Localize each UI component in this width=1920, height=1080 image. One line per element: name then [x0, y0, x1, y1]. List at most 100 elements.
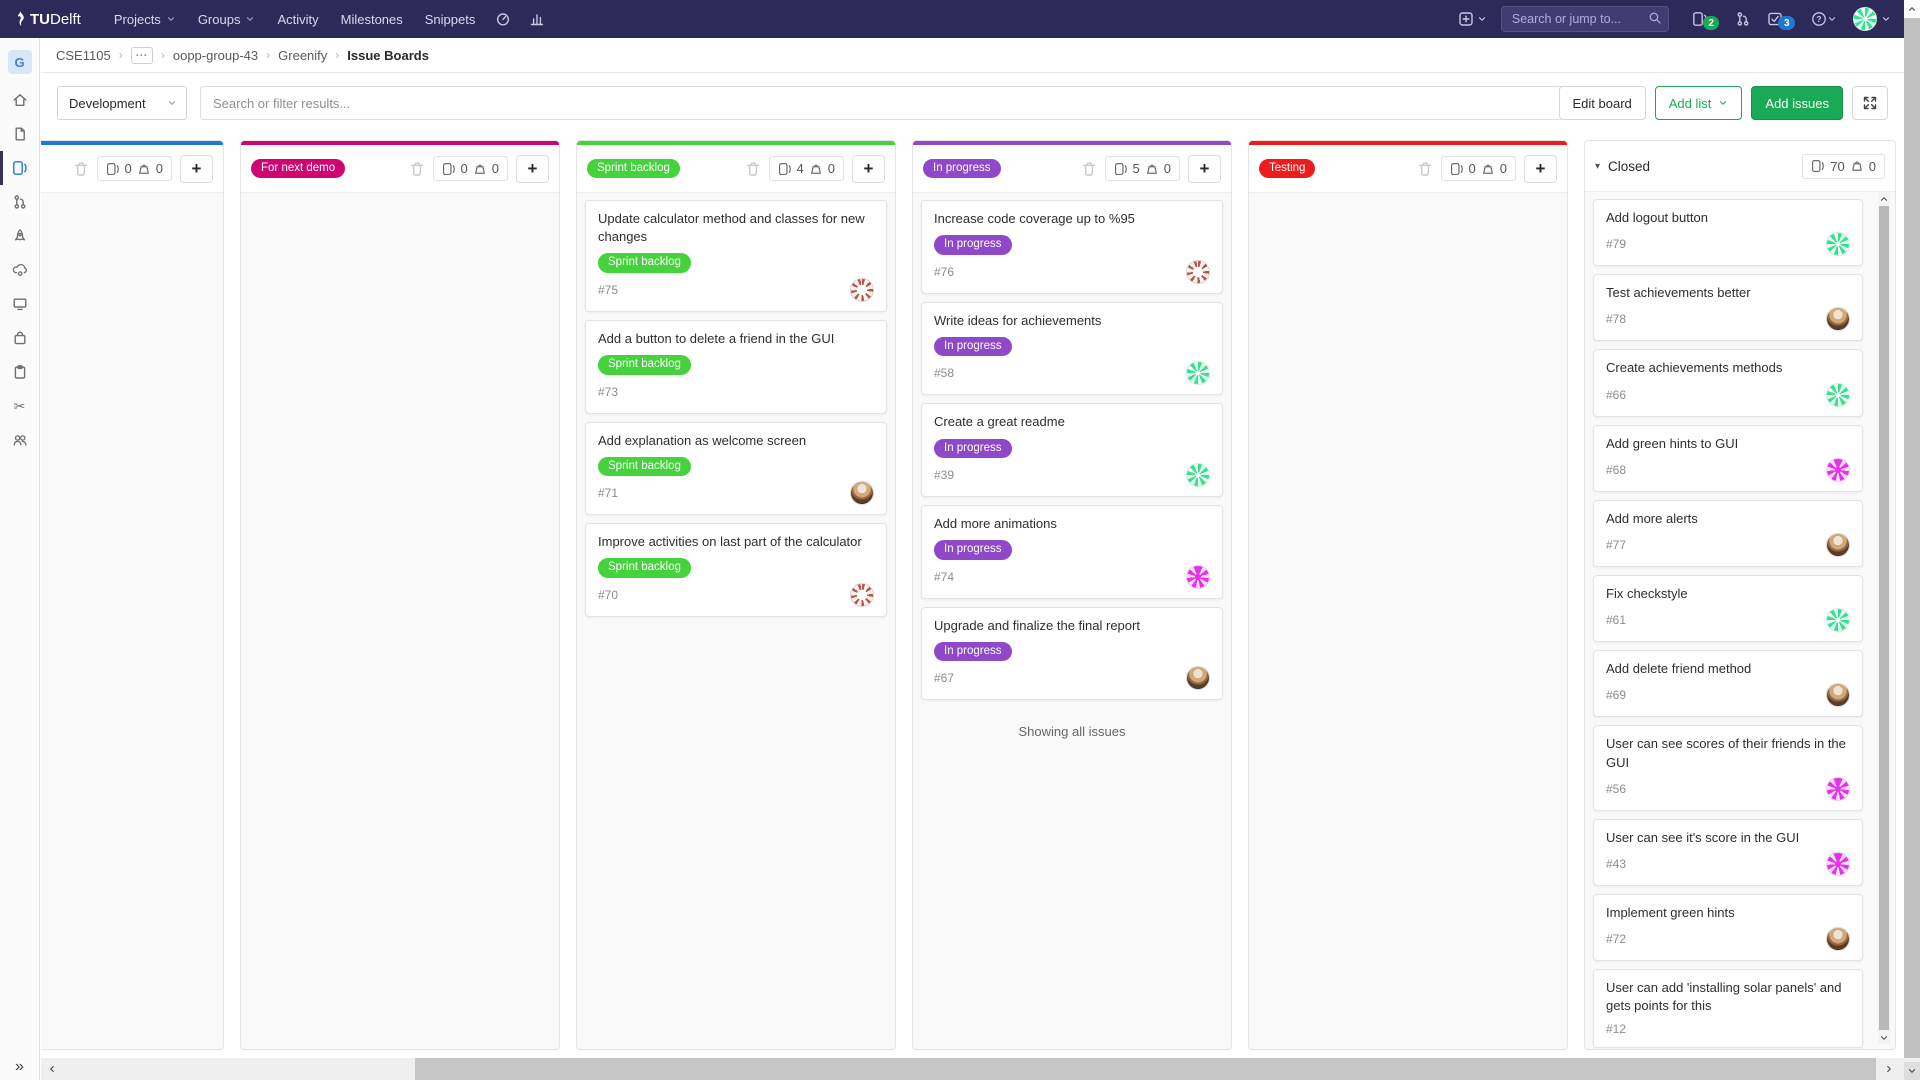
new-menu-button[interactable] [1458, 11, 1487, 27]
scroll-left-button[interactable] [41, 1058, 63, 1080]
page-vertical-scrollbar[interactable] [1904, 0, 1920, 1080]
nav-activity[interactable]: Activity [266, 0, 329, 38]
add-list-button[interactable]: Add list [1654, 86, 1743, 120]
issue-card[interactable]: User can see it's score in the GUI #43 [1593, 818, 1863, 886]
sidebar-item-overview[interactable] [0, 83, 39, 117]
issue-card[interactable]: Test achievements better #78 [1593, 274, 1863, 342]
scroll-right-button[interactable] [1878, 1058, 1900, 1080]
breadcrumb-group[interactable]: CSE1105 [56, 47, 111, 63]
issue-title[interactable]: Create achievements methods [1606, 360, 1783, 376]
issue-card[interactable]: User can add 'installing solar panels' a… [1593, 969, 1863, 1049]
delete-list-button[interactable] [73, 161, 89, 177]
sidebar-item-snippets[interactable]: ✂ [0, 389, 39, 423]
sidebar-item-members[interactable] [0, 423, 39, 457]
project-avatar[interactable]: G [7, 50, 32, 74]
board-filter-input[interactable] [200, 86, 1592, 120]
sidebar-expand-button[interactable]: » [0, 1058, 39, 1076]
nav-snippets[interactable]: Snippets [414, 0, 487, 38]
breadcrumb-ellipsis-button[interactable]: ... [130, 46, 153, 64]
scroll-down-button[interactable] [1904, 1062, 1920, 1080]
nav-milestones[interactable]: Milestones [330, 0, 414, 38]
issue-card[interactable]: Upgrade and finalize the final report In… [921, 606, 1223, 701]
issue-title[interactable]: Implement green hints [1606, 904, 1735, 920]
scroll-up-button[interactable] [1878, 192, 1890, 205]
issue-card[interactable]: Add more alerts #77 [1593, 499, 1863, 567]
gitlab-tudelft-logo[interactable]: TUDelft [14, 10, 81, 28]
sidebar-item-repository[interactable] [0, 117, 39, 151]
issue-card[interactable]: Add green hints to GUI #68 [1593, 424, 1863, 492]
issue-title[interactable]: User can add 'installing solar panels' a… [1606, 980, 1842, 1014]
scrollbar-thumb[interactable] [1904, 18, 1920, 1058]
issue-title[interactable]: Add a button to delete a friend in the G… [598, 330, 835, 346]
add-issue-to-list-button[interactable]: + [1188, 154, 1221, 183]
board-switcher-select[interactable]: Development [57, 86, 187, 120]
breadcrumb-project[interactable]: Greenify [278, 47, 328, 63]
delete-list-button[interactable] [745, 161, 761, 177]
issue-title[interactable]: User can see it's score in the GUI [1606, 829, 1800, 845]
issue-title[interactable]: Add explanation as welcome screen [598, 432, 807, 448]
scrollbar-thumb[interactable] [1879, 206, 1889, 1030]
issue-card[interactable]: Fix checkstyle #61 [1593, 574, 1863, 643]
issue-card[interactable]: Improve activities on last part of the c… [585, 523, 887, 617]
issue-title[interactable]: Add delete friend method [1606, 661, 1752, 677]
issues-shortcut-button[interactable]: 2 [1687, 11, 1725, 30]
issue-card[interactable]: Update calculator method and classes for… [585, 200, 887, 312]
issue-card[interactable]: Implement green hints #72 [1593, 893, 1863, 962]
todos-shortcut-button[interactable]: 3 [1762, 11, 1800, 30]
issue-card[interactable]: Create a great readme In progress #39 [921, 403, 1223, 498]
issue-card[interactable]: Create achievements methods #66 [1593, 349, 1863, 417]
issue-card[interactable]: Write ideas for achievements In progress… [921, 301, 1223, 396]
issue-card[interactable]: User can see scores of their friends in … [1593, 725, 1863, 811]
fullscreen-button[interactable] [1852, 86, 1888, 120]
issue-title[interactable]: Add more animations [934, 516, 1057, 532]
issue-title[interactable]: Write ideas for achievements [934, 312, 1102, 328]
scroll-down-button[interactable] [1878, 1031, 1890, 1044]
delete-list-button[interactable] [1417, 161, 1433, 177]
issue-card[interactable]: Add explanation as welcome screen Sprint… [585, 421, 887, 516]
sidebar-item-merge-requests[interactable] [0, 185, 39, 219]
delete-list-button[interactable] [409, 161, 425, 177]
sidebar-item-operations[interactable] [0, 253, 39, 287]
issue-title[interactable]: Update calculator method and classes for… [598, 211, 865, 245]
add-issue-to-list-button[interactable]: + [516, 154, 549, 183]
dashboard-button[interactable] [486, 0, 520, 38]
add-issues-button[interactable]: Add issues [1751, 86, 1843, 120]
issue-card[interactable]: Add logout button #79 [1593, 199, 1863, 267]
issue-title[interactable]: Fix checkstyle [1606, 585, 1688, 601]
scroll-up-button[interactable] [1904, 0, 1920, 18]
issue-title[interactable]: Create a great readme [934, 414, 1065, 430]
sidebar-item-ci-cd[interactable] [0, 219, 39, 253]
edit-board-button[interactable]: Edit board [1558, 86, 1646, 120]
issue-title[interactable]: Add logout button [1606, 210, 1708, 225]
issue-title[interactable]: Increase code coverage up to %95 [934, 211, 1135, 226]
nav-projects[interactable]: Projects [103, 0, 187, 38]
merge-requests-shortcut-button[interactable] [1730, 11, 1756, 27]
add-issue-to-list-button[interactable]: + [852, 154, 885, 183]
breadcrumb-subgroup[interactable]: oopp-group-43 [172, 47, 259, 63]
collapse-caret-icon[interactable]: ▾ [1595, 160, 1601, 172]
add-issue-to-list-button[interactable]: + [1524, 154, 1557, 183]
issue-card[interactable]: Add delete friend method #69 [1593, 650, 1863, 718]
board-horizontal-scrollbar[interactable] [41, 1058, 1904, 1080]
issue-title[interactable]: Test achievements better [1606, 285, 1751, 301]
user-menu-button[interactable] [1848, 7, 1896, 31]
scrollbar-thumb[interactable] [415, 1058, 1876, 1080]
sidebar-item-issue-boards[interactable] [0, 151, 39, 185]
sidebar-item-packages[interactable] [0, 321, 39, 355]
help-menu-button[interactable] [1806, 11, 1842, 27]
issue-card[interactable]: Add more animations In progress #74 [921, 505, 1223, 599]
issue-title[interactable]: Add green hints to GUI [1606, 435, 1739, 451]
sidebar-item-wiki[interactable] [0, 355, 39, 389]
global-search-input[interactable] [1500, 6, 1669, 32]
issue-title[interactable]: Improve activities on last part of the c… [598, 534, 862, 550]
issue-title[interactable]: Add more alerts [1606, 510, 1698, 526]
issue-title[interactable]: Upgrade and finalize the final report [934, 617, 1140, 633]
issue-card[interactable]: Increase code coverage up to %95 In prog… [921, 200, 1223, 294]
delete-list-button[interactable] [1081, 161, 1097, 177]
closed-list-scrollbar[interactable] [1878, 192, 1890, 1044]
sidebar-item-monitor[interactable] [0, 287, 39, 321]
issue-title[interactable]: User can see scores of their friends in … [1606, 736, 1846, 770]
nav-groups[interactable]: Groups [187, 0, 267, 38]
issue-card[interactable]: Add a button to delete a friend in the G… [585, 319, 887, 414]
add-issue-to-list-button[interactable]: + [180, 154, 213, 183]
